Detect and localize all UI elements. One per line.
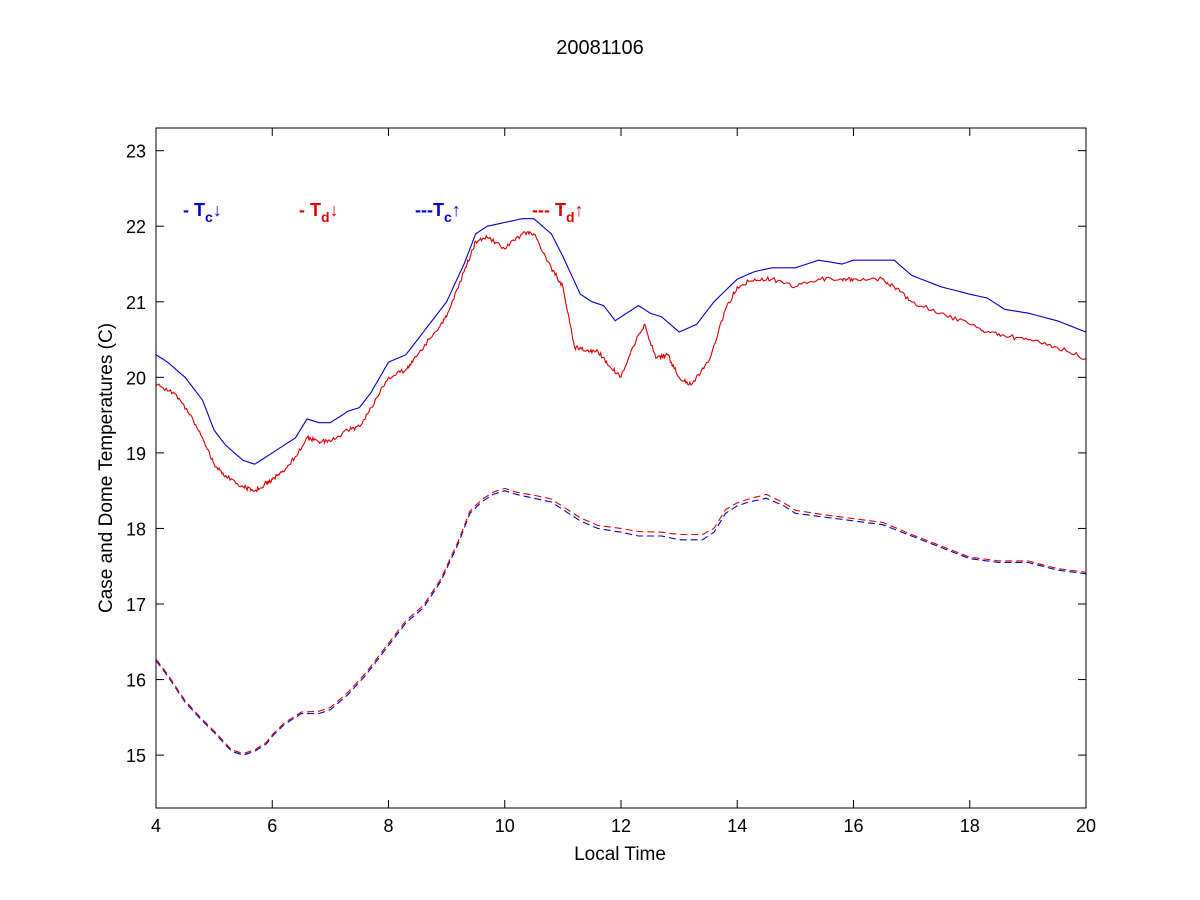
y-tick-label: 16 [126, 671, 146, 691]
x-tick-label: 18 [960, 816, 980, 836]
annotation-label: --- Td↑ [532, 200, 584, 225]
annotation-label: - Tc↓ [183, 200, 222, 225]
x-axis: 4 6 8 10 12 14 16 18 20 [151, 128, 1096, 836]
y-tick-label: 22 [126, 217, 146, 237]
x-tick-label: 10 [495, 816, 515, 836]
y-tick-label: 18 [126, 519, 146, 539]
y-tick-label: 15 [126, 746, 146, 766]
series-line-1 [155, 218, 1087, 465]
annotation-label: - Td↓ [299, 200, 339, 225]
x-tick-label: 4 [151, 816, 161, 836]
x-tick-label: 20 [1076, 816, 1096, 836]
chart-title: 20081106 [556, 37, 644, 59]
series-line-2 [155, 230, 1087, 493]
y-tick-label: 21 [126, 293, 146, 313]
x-tick-label: 6 [267, 816, 277, 836]
y-tick-label: 23 [126, 142, 146, 162]
x-axis-label: Local Time [574, 844, 666, 865]
annotation-label: ---Tc↑ [415, 200, 461, 225]
y-tick-label: 19 [126, 444, 146, 464]
y-axis-label: Case and Dome Temperatures (C) [96, 323, 117, 613]
legend-annotations: - Tc↓ - Td↓ ---Tc↑ --- Td↑ [183, 200, 584, 225]
x-tick-label: 16 [843, 816, 863, 836]
series-line-3 [155, 490, 1087, 756]
y-tick-label: 20 [126, 368, 146, 388]
series-layer [155, 218, 1087, 756]
x-tick-label: 12 [611, 816, 631, 836]
x-tick-label: 8 [383, 816, 393, 836]
plot-frame [155, 127, 1087, 809]
y-axis: 15 16 17 18 19 20 21 22 23 [126, 142, 1086, 766]
series-line-4 [155, 487, 1087, 755]
y-tick-label: 17 [126, 595, 146, 615]
x-tick-label: 14 [727, 816, 747, 836]
